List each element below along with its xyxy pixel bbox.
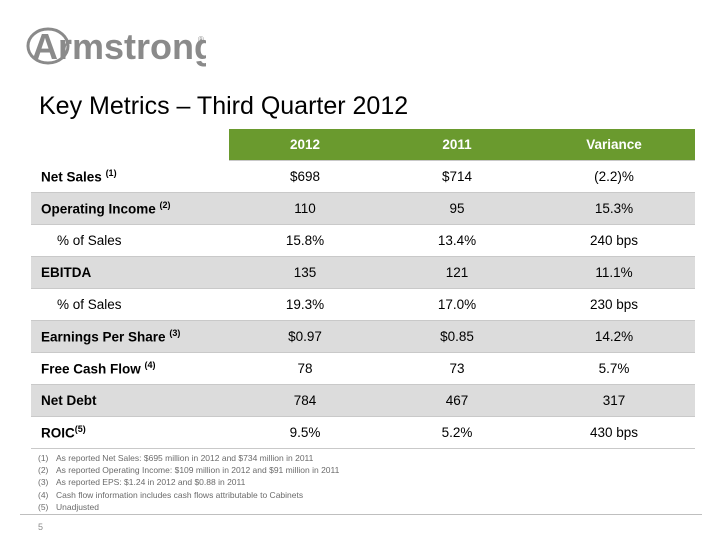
- row-label: Free Cash Flow (4): [31, 352, 229, 385]
- table-cell: 467: [381, 384, 533, 417]
- row-label: Net Sales (1): [31, 160, 229, 193]
- footnote-number: (5): [38, 501, 49, 512]
- footnote-ref: (1): [105, 168, 117, 178]
- row-label: % of Sales: [31, 288, 229, 321]
- table-cell: $0.97: [229, 320, 381, 353]
- key-metrics-table: 2012 2011 Variance Net Sales (1) $698 $714…: [31, 129, 695, 449]
- footnote-text: Unadjusted: [56, 501, 100, 512]
- header-2012: 2012: [229, 129, 381, 161]
- row-label-text: Free Cash Flow: [41, 361, 141, 377]
- table-cell: 73: [381, 352, 533, 385]
- footnote-item: (2) As reported Operating Income: $109 mi…: [38, 464, 339, 476]
- row-label: % of Sales: [31, 224, 229, 257]
- table-row: Free Cash Flow (4) 78 73 5.7%: [31, 352, 695, 385]
- table-cell: 15.3%: [533, 192, 695, 225]
- page-number: 5: [38, 522, 44, 532]
- table-cell: (2.2)%: [533, 160, 695, 193]
- footnote-ref: (3): [169, 328, 181, 339]
- table-row: ROIC(5) 9.5% 5.2% 430 bps: [31, 416, 695, 449]
- table-row: EBITDA 135 121 11.1%: [31, 256, 695, 289]
- row-label: ROIC(5): [31, 416, 229, 449]
- row-label-text: Earnings Per Share: [41, 329, 166, 345]
- header-blank-cell: [31, 129, 229, 161]
- table-cell: 317: [533, 384, 695, 417]
- table-cell: 135: [229, 256, 381, 289]
- table-row: Net Sales (1) $698 $714 (2.2)%: [31, 160, 695, 193]
- table-header-row: 2012 2011 Variance: [31, 129, 695, 161]
- table-cell: $698: [229, 160, 381, 193]
- table-cell: 240 bps: [533, 224, 695, 257]
- footnote-ref: (4): [144, 360, 156, 371]
- row-label-text: Net Debt: [41, 393, 97, 408]
- table-cell: 5.2%: [381, 416, 533, 449]
- row-label: Net Debt: [31, 384, 229, 417]
- row-label-text: Net Sales: [41, 169, 102, 185]
- row-label-text: ROIC: [41, 425, 75, 441]
- table-cell: 230 bps: [533, 288, 695, 321]
- table-cell: 430 bps: [533, 416, 695, 449]
- row-label-text: EBITDA: [41, 265, 92, 280]
- table-cell: 784: [229, 384, 381, 417]
- logo-wordmark: Armstrong: [32, 26, 206, 67]
- table-cell: $0.85: [381, 320, 533, 353]
- table-row: Operating Income (2) 110 95 15.3%: [31, 192, 695, 225]
- row-label: EBITDA: [31, 256, 229, 289]
- footnote-item: (4) Cash flow information includes cash f…: [38, 489, 339, 501]
- table-cell: 17.0%: [381, 288, 533, 321]
- footnote-text: As reported Net Sales: $695 million in 2…: [56, 453, 314, 463]
- footnote-ref: (2): [159, 200, 171, 211]
- footnotes-list: (1) As reported Net Sales: $695 million i…: [38, 452, 339, 513]
- table-body: Net Sales (1) $698 $714 (2.2)% Operating Inc…: [31, 160, 695, 449]
- table-cell: 110: [229, 192, 381, 225]
- row-label: Earnings Per Share (3): [31, 320, 229, 353]
- footnote-number: (4): [38, 489, 49, 500]
- footer-divider: [20, 514, 702, 515]
- footnote-ref: (5): [74, 424, 86, 435]
- table-cell: 5.7%: [533, 352, 695, 385]
- table-row: Net Debt 784 467 317: [31, 384, 695, 417]
- table-cell: 9.5%: [229, 416, 381, 449]
- table-cell: 121: [381, 256, 533, 289]
- footnote-item: (3) As reported EPS: $1.24 in 2012 and $0…: [38, 476, 339, 488]
- table-row: Earnings Per Share (3) $0.97 $0.85 14.2%: [31, 320, 695, 353]
- table-cell: 11.1%: [533, 256, 695, 289]
- table-cell: 19.3%: [229, 288, 381, 321]
- footnote-text: As reported Operating Income: $109 milli…: [56, 465, 340, 476]
- footnote-number: (3): [38, 477, 49, 488]
- row-label: Operating Income (2): [31, 192, 229, 225]
- row-label-text: % of Sales: [57, 233, 122, 248]
- armstrong-logo: Armstrong ®: [26, 24, 206, 68]
- header-2011: 2011: [381, 129, 533, 161]
- table-cell: 95: [381, 192, 533, 225]
- footnote-number: (2): [38, 465, 49, 476]
- table-cell: 78: [229, 352, 381, 385]
- footnote-text: Cash flow information includes cash flow…: [56, 489, 304, 500]
- table-cell: 13.4%: [381, 224, 533, 257]
- footnote-text: As reported EPS: $1.24 in 2012 and $0.88…: [56, 477, 246, 488]
- footnote-number: (1): [38, 453, 49, 463]
- footnote-item: (5) Unadjusted: [38, 501, 339, 513]
- header-variance: Variance: [533, 129, 695, 161]
- footnote-item: (1) As reported Net Sales: $695 million i…: [38, 452, 339, 464]
- table-cell: 15.8%: [229, 224, 381, 257]
- row-label-text: % of Sales: [57, 297, 122, 312]
- table-cell: 14.2%: [533, 320, 695, 353]
- row-label-text: Operating Income: [41, 201, 156, 217]
- table-row: % of Sales 19.3% 17.0% 230 bps: [31, 288, 695, 321]
- svg-text:®: ®: [198, 35, 204, 44]
- table-cell: $714: [381, 160, 533, 193]
- table-row: % of Sales 15.8% 13.4% 240 bps: [31, 224, 695, 257]
- slide-title: Key Metrics – Third Quarter 2012: [39, 92, 409, 120]
